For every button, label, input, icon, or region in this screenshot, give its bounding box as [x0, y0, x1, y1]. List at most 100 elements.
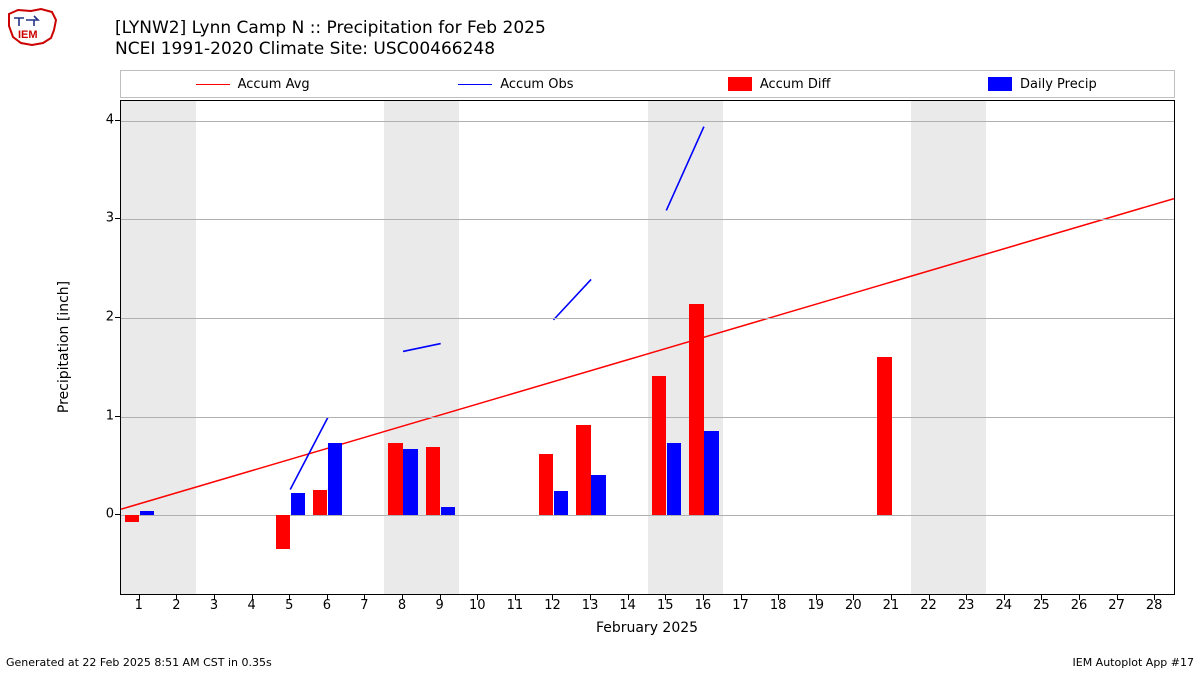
bar-accum-diff: [689, 304, 703, 515]
line-accum-avg: [121, 199, 1174, 510]
x-tick-label: 22: [917, 598, 941, 613]
y-tick: [115, 120, 120, 121]
bar-accum-diff: [426, 447, 440, 515]
gridline: [121, 417, 1174, 418]
bar-accum-diff: [313, 490, 327, 516]
y-tick-label: 0: [84, 507, 114, 522]
bar-daily-precip: [441, 507, 455, 515]
line-accum-obs: [290, 418, 328, 490]
gridline: [121, 318, 1174, 319]
x-tick: [402, 595, 403, 600]
x-tick: [741, 595, 742, 600]
x-tick: [214, 595, 215, 600]
gridline: [121, 219, 1174, 220]
x-tick-label: 9: [428, 598, 452, 613]
bar-accum-diff: [877, 357, 891, 515]
y-tick: [115, 218, 120, 219]
y-tick-label: 1: [84, 408, 114, 423]
y-tick-label: 2: [84, 309, 114, 324]
y-tick: [115, 514, 120, 515]
iem-logo: IEM: [6, 6, 60, 48]
x-tick: [891, 595, 892, 600]
line-accum-obs: [666, 127, 704, 211]
x-tick: [703, 595, 704, 600]
bar-accum-diff: [125, 515, 139, 522]
line-accum-obs: [553, 279, 591, 319]
bar-daily-precip: [554, 491, 568, 515]
x-tick: [665, 595, 666, 600]
legend-line-swatch: [458, 84, 492, 85]
x-tick: [1154, 595, 1155, 600]
bar-daily-precip: [704, 431, 718, 515]
title-line-1: [LYNW2] Lynn Camp N :: Precipitation for…: [115, 18, 546, 39]
bar-daily-precip: [667, 443, 681, 515]
x-tick-label: 4: [240, 598, 264, 613]
x-tick-label: 11: [503, 598, 527, 613]
x-tick: [139, 595, 140, 600]
x-tick: [552, 595, 553, 600]
x-tick-label: 27: [1105, 598, 1129, 613]
x-tick-label: 18: [766, 598, 790, 613]
legend-patch-swatch: [728, 77, 752, 91]
x-tick-label: 21: [879, 598, 903, 613]
y-tick-label: 4: [84, 112, 114, 127]
legend-item: Accum Avg: [121, 77, 384, 92]
x-tick-label: 12: [540, 598, 564, 613]
x-tick-label: 14: [616, 598, 640, 613]
bar-accum-diff: [276, 515, 290, 549]
bar-accum-diff: [388, 443, 402, 515]
bar-daily-precip: [591, 475, 605, 515]
x-tick-label: 1: [127, 598, 151, 613]
x-tick-label: 2: [164, 598, 188, 613]
x-tick-label: 13: [578, 598, 602, 613]
bar-daily-precip: [291, 493, 305, 515]
bar-accum-diff: [539, 454, 553, 515]
x-tick: [628, 595, 629, 600]
x-tick-label: 10: [465, 598, 489, 613]
x-tick: [515, 595, 516, 600]
bar-daily-precip: [140, 511, 154, 515]
x-tick: [1004, 595, 1005, 600]
plot-area: [120, 100, 1175, 595]
legend-item: Accum Obs: [384, 77, 647, 92]
x-tick-label: 19: [804, 598, 828, 613]
x-tick: [289, 595, 290, 600]
x-tick: [1079, 595, 1080, 600]
legend-label: Daily Precip: [1020, 77, 1097, 92]
y-tick: [115, 317, 120, 318]
bar-daily-precip: [403, 449, 417, 515]
chart-title: [LYNW2] Lynn Camp N :: Precipitation for…: [115, 18, 546, 61]
x-tick-label: 5: [277, 598, 301, 613]
x-tick-label: 3: [202, 598, 226, 613]
footer-app: IEM Autoplot App #17: [1073, 656, 1195, 669]
bar-accum-diff: [652, 376, 666, 515]
x-tick: [176, 595, 177, 600]
y-tick-label: 3: [84, 211, 114, 226]
legend-item: Accum Diff: [648, 77, 911, 92]
legend-line-swatch: [196, 84, 230, 85]
x-tick: [440, 595, 441, 600]
legend: Accum Avg Accum Obs Accum Diff Daily Precip: [120, 70, 1175, 98]
x-tick-label: 28: [1142, 598, 1166, 613]
x-tick: [816, 595, 817, 600]
bar-accum-diff: [576, 425, 590, 515]
x-tick-label: 15: [653, 598, 677, 613]
x-tick: [1041, 595, 1042, 600]
x-axis-label: February 2025: [596, 620, 698, 636]
x-tick: [778, 595, 779, 600]
bar-daily-precip: [328, 443, 342, 515]
legend-label: Accum Avg: [238, 77, 310, 92]
x-tick-label: 7: [352, 598, 376, 613]
x-tick-label: 8: [390, 598, 414, 613]
x-tick-label: 24: [992, 598, 1016, 613]
x-tick-label: 23: [954, 598, 978, 613]
x-tick: [853, 595, 854, 600]
svg-text:IEM: IEM: [18, 29, 38, 41]
gridline: [121, 121, 1174, 122]
legend-label: Accum Obs: [500, 77, 573, 92]
legend-item: Daily Precip: [911, 77, 1174, 92]
footer-generated: Generated at 22 Feb 2025 8:51 AM CST in …: [6, 656, 272, 669]
title-line-2: NCEI 1991-2020 Climate Site: USC00466248: [115, 39, 546, 60]
x-tick-label: 25: [1029, 598, 1053, 613]
legend-label: Accum Diff: [760, 77, 831, 92]
